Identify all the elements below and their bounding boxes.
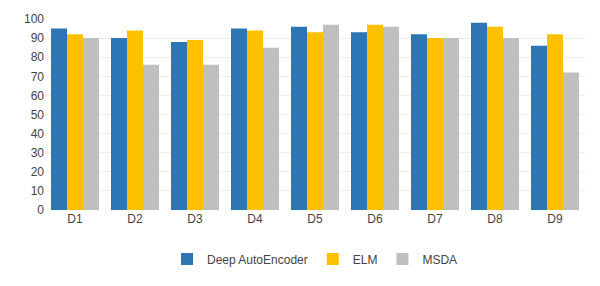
svg-text:D8: D8 [487, 212, 503, 226]
svg-text:50: 50 [31, 108, 45, 122]
svg-text:20: 20 [31, 165, 45, 179]
svg-text:D2: D2 [127, 212, 143, 226]
svg-text:40: 40 [31, 127, 45, 141]
svg-text:60: 60 [31, 89, 45, 103]
svg-text:ELM: ELM [353, 253, 378, 267]
svg-text:D4: D4 [247, 212, 263, 226]
svg-text:MSDA: MSDA [422, 253, 457, 267]
svg-text:90: 90 [31, 31, 45, 45]
svg-text:D5: D5 [307, 212, 323, 226]
svg-text:D1: D1 [67, 212, 83, 226]
svg-text:D7: D7 [427, 212, 443, 226]
svg-text:D6: D6 [367, 212, 383, 226]
svg-text:80: 80 [31, 50, 45, 64]
svg-text:100: 100 [24, 12, 44, 26]
svg-text:30: 30 [31, 146, 45, 160]
svg-text:D9: D9 [547, 212, 563, 226]
svg-text:Deep AutoEncoder: Deep AutoEncoder [207, 253, 308, 267]
svg-text:0: 0 [37, 203, 44, 217]
svg-text:70: 70 [31, 70, 45, 84]
svg-text:D3: D3 [187, 212, 203, 226]
svg-text:10: 10 [31, 184, 45, 198]
